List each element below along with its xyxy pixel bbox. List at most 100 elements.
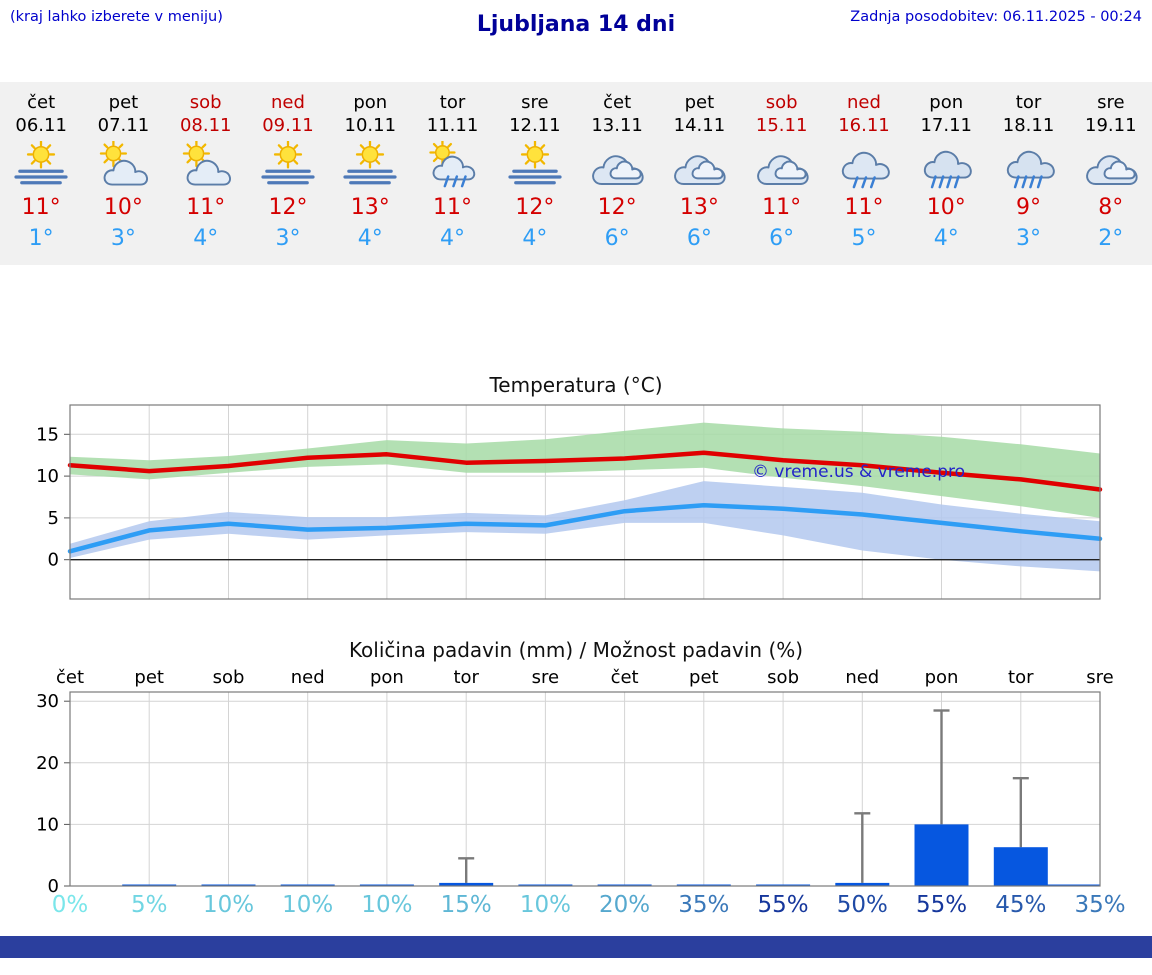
day-date: 06.11 [15, 114, 67, 136]
temperature-section: Temperatura (°C) 0 5 10 15 © vreme.us & vrem… [0, 373, 1152, 618]
forecast-day-16.11[interactable]: ned 16.11 11° 5° [823, 92, 905, 251]
precip-bar [756, 884, 811, 886]
watermark: © vreme.us & vreme.pro [752, 462, 965, 482]
sun-cloud-icon [82, 141, 164, 191]
day-name: čet [27, 92, 56, 113]
low-temperature: 4° [193, 226, 219, 251]
sun-fog-icon [247, 141, 329, 191]
cloud-rain-glyph [841, 151, 890, 189]
min-temperature-line [67, 503, 1103, 554]
forecast-day-10.11[interactable]: pon 10.11 13° 4° [329, 92, 411, 251]
plot-border [69, 404, 1101, 600]
day-date: 12.11 [509, 114, 561, 136]
day-name: tor [1015, 92, 1042, 113]
forecast-day-09.11[interactable]: ned 09.11 12° 3° [247, 92, 329, 251]
high-temperature: 12° [268, 195, 308, 220]
precip-bar [439, 882, 494, 886]
y-tick-label: 15 [36, 424, 59, 445]
day-name: sre [1097, 92, 1125, 113]
day-label: pon [925, 667, 959, 688]
day-label: pet [134, 667, 164, 688]
high-temperature: 13° [679, 195, 719, 220]
day-date: 07.11 [97, 114, 150, 136]
day-date: 09.11 [262, 114, 314, 136]
day-name: pet [684, 92, 715, 113]
day-date: 11.11 [426, 114, 479, 136]
day-name: čet [603, 92, 632, 113]
precip-probability-label: 5% [131, 892, 168, 916]
precipitation-section: Količina padavin (mm) / Možnost padavin … [0, 638, 1152, 920]
header: (kraj lahko izberete v meniju) Ljubljana… [0, 0, 1152, 46]
precip-probability-label: 35% [1074, 892, 1125, 916]
forecast-day-12.11[interactable]: sre 12.11 12° 4° [494, 92, 576, 251]
day-label: sre [532, 667, 559, 688]
low-temperature: 3° [110, 226, 136, 251]
day-name: sob [189, 92, 222, 113]
forecast-day-18.11[interactable]: tor 18.11 9° 3° [987, 92, 1069, 251]
sun-cloud-glyph [182, 141, 231, 186]
y-tick-label: 5 [48, 508, 59, 529]
day-label: čet [611, 667, 639, 688]
day-name: sre [521, 92, 549, 113]
high-temperature: 11° [21, 195, 61, 220]
high-temperature: 10° [926, 195, 966, 220]
high-temperature: 13° [350, 195, 390, 220]
day-name: ned [846, 92, 881, 113]
low-temperature: 5° [851, 226, 877, 251]
cloud-icon [741, 141, 823, 191]
precip-bar [676, 884, 731, 886]
cloud-rain-heavy-icon [987, 141, 1069, 191]
day-label: čet [56, 667, 84, 688]
precip-bar [518, 884, 573, 886]
sun-fog-glyph [261, 141, 315, 185]
last-update: Zadnja posodobitev: 06.11.2025 - 00:24 [850, 9, 1142, 25]
forecast-day-14.11[interactable]: pet 14.11 13° 6° [658, 92, 740, 251]
low-temperature: 3° [1016, 226, 1042, 251]
cloud-icon [576, 141, 658, 191]
high-temperature: 11° [844, 195, 884, 220]
day-name: pet [108, 92, 139, 113]
forecast-day-19.11[interactable]: sre 19.11 8° 2° [1070, 92, 1152, 251]
low-temperature: 4° [440, 226, 466, 251]
y-tick-label: 20 [36, 753, 59, 774]
forecast-day-13.11[interactable]: čet 13.11 12° 6° [576, 92, 658, 251]
y-tick-label: 30 [36, 691, 59, 712]
temperature-chart-title: Temperatura (°C) [489, 373, 663, 397]
forecast-day-06.11[interactable]: čet 06.11 11° 1° [0, 92, 82, 251]
precip-probability-label: 10% [361, 892, 412, 916]
forecast-day-17.11[interactable]: pon 17.11 10° 4° [905, 92, 987, 251]
precip-probability-label: 55% [916, 892, 967, 916]
day-label: ned [291, 667, 325, 688]
low-temperature: 4° [522, 226, 548, 251]
forecast-day-08.11[interactable]: sob 08.11 11° 4° [165, 92, 247, 251]
cloud-rain-heavy-icon [905, 141, 987, 191]
precip-probability-label: 15% [441, 892, 492, 916]
y-tick-label: 10 [36, 466, 59, 487]
day-date: 08.11 [179, 114, 232, 136]
forecast-day-07.11[interactable]: pet 07.11 10° 3° [82, 92, 164, 251]
y-tick-label: 0 [48, 876, 59, 897]
forecast-day-15.11[interactable]: sob 15.11 11° 6° [741, 92, 823, 251]
precip-bar [1046, 884, 1100, 886]
footer-bar [0, 936, 1152, 958]
forecast-day-11.11[interactable]: tor 11.11 11° 4° [411, 92, 493, 251]
cloud-rain-icon [823, 141, 905, 191]
precip-probability-label: 20% [599, 892, 650, 916]
day-label: sob [213, 667, 245, 688]
low-temperature: 1° [28, 226, 54, 251]
sun-cloud-glyph [100, 141, 149, 186]
sun-fog-icon [494, 141, 576, 191]
sun-cloud-icon [165, 141, 247, 191]
day-label: ned [845, 667, 879, 688]
high-temperature: 9° [1016, 195, 1042, 220]
day-name: pon [929, 92, 964, 113]
cloud-icon [1070, 141, 1152, 191]
day-date: 16.11 [838, 114, 890, 136]
high-temperature: 11° [433, 195, 473, 220]
day-date: 13.11 [591, 114, 643, 136]
precip-bar [914, 824, 969, 886]
day-label: pet [689, 667, 719, 688]
day-label: tor [453, 667, 479, 688]
cloud-rain-heavy-glyph [1006, 150, 1055, 189]
